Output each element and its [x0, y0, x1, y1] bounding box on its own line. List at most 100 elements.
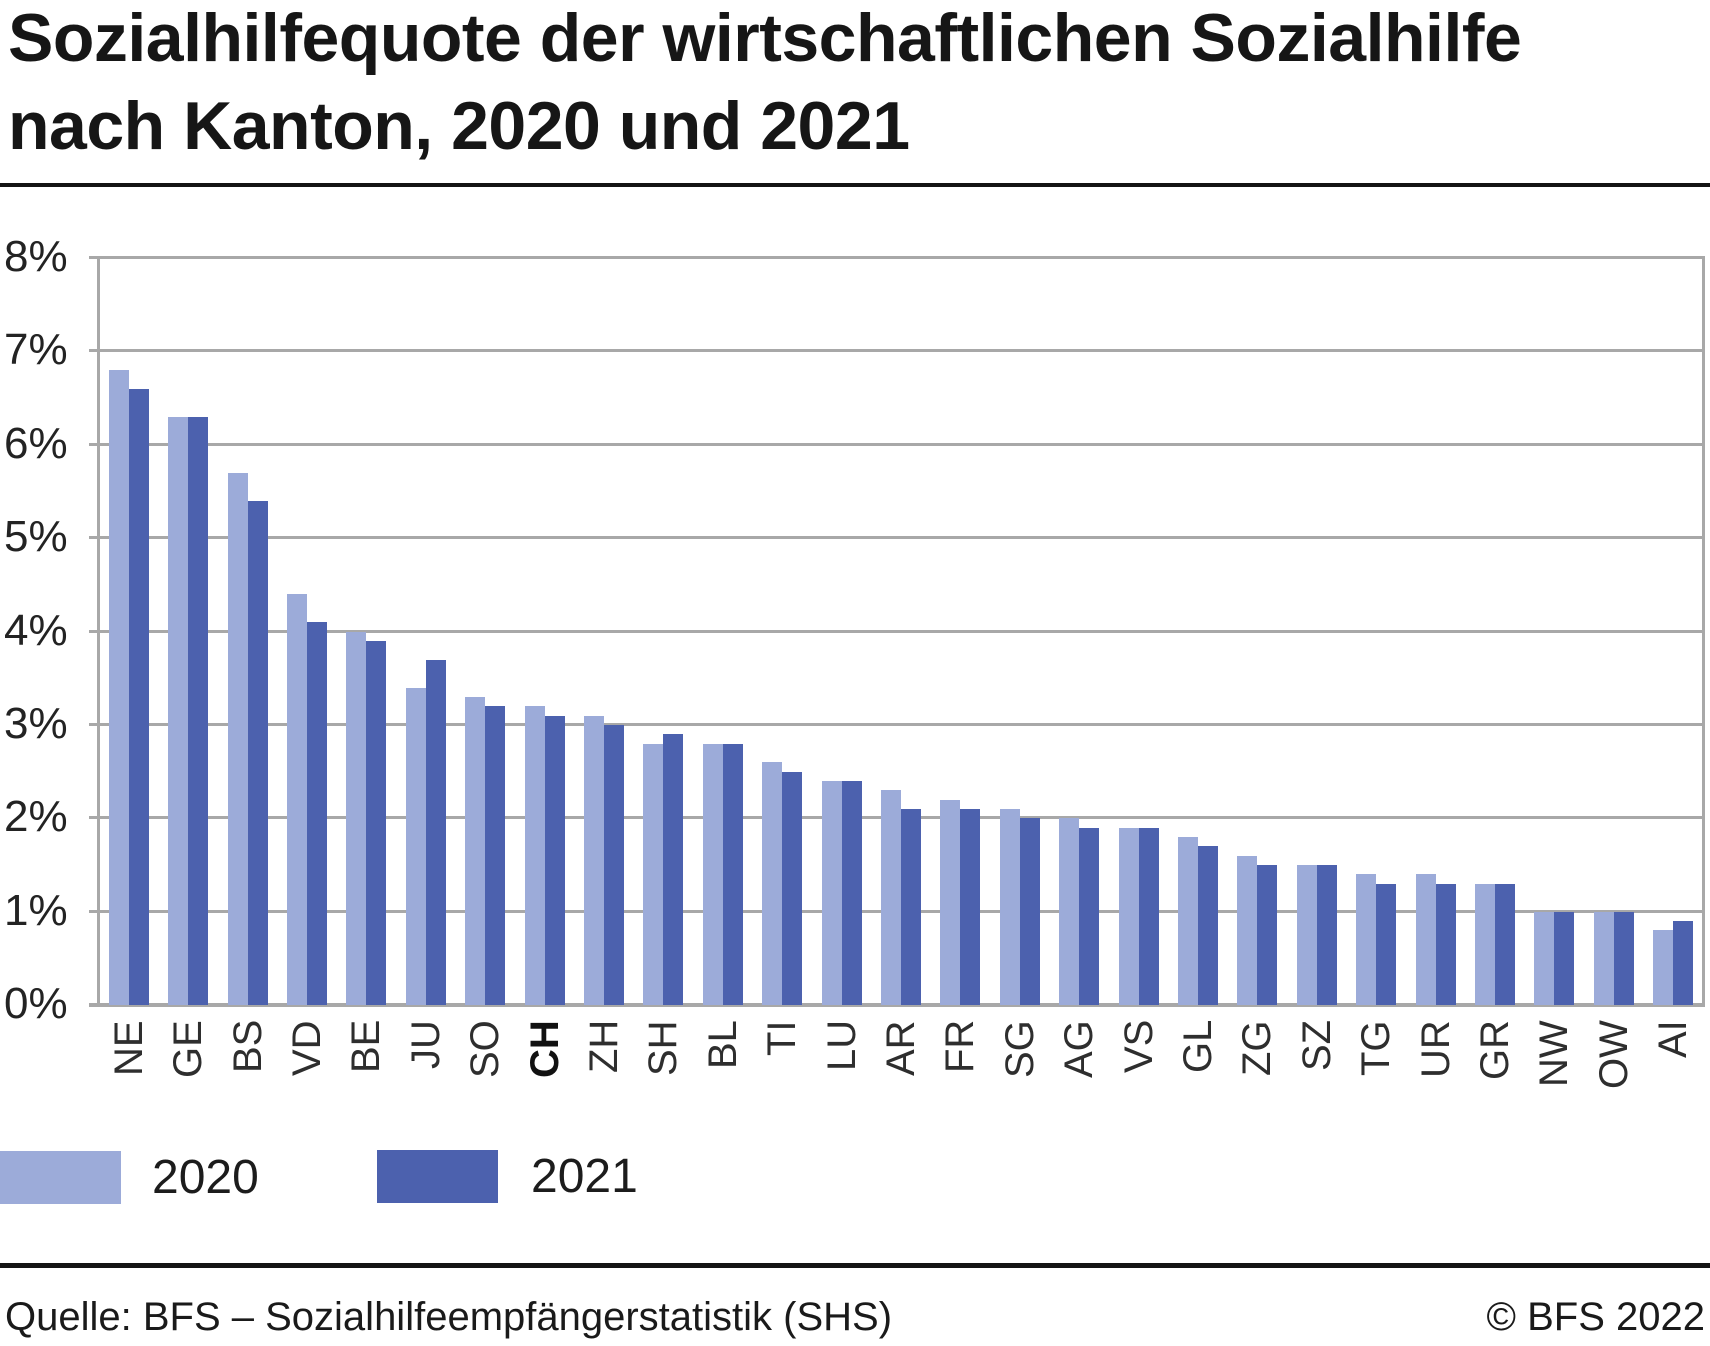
bar-2021-NW — [1554, 911, 1575, 1005]
bar-2020-NW — [1534, 911, 1555, 1005]
bar-2020-UR — [1415, 874, 1436, 1005]
x-axis-label-ZG: ZG — [1235, 1020, 1280, 1076]
legend-swatch-2020 — [0, 1151, 121, 1204]
x-axis-label-FR: FR — [938, 1019, 983, 1073]
chart-title-line2: nach Kanton, 2020 und 2021 — [8, 88, 910, 164]
bar-2020-OW — [1593, 911, 1614, 1005]
y-axis-tick-1%: 1% — [4, 885, 68, 935]
bar-2020-GE — [168, 416, 189, 1005]
bar-2020-ZH — [583, 715, 604, 1005]
gridline-3% — [89, 722, 1705, 726]
y-axis-tick-0%: 0% — [4, 979, 68, 1028]
x-axis-label-JU: JU — [403, 1020, 448, 1069]
x-axis-label-VS: VS — [1116, 1019, 1161, 1073]
bar-2020-ZG — [1237, 855, 1258, 1005]
bar-2020-SZ — [1296, 864, 1317, 1005]
chart-title-line1: Sozialhilfequote der wirtschaftlichen So… — [8, 0, 1522, 76]
bar-2020-SH — [643, 743, 664, 1005]
bar-2020-JU — [405, 687, 426, 1005]
bar-2021-NE — [128, 388, 149, 1005]
bar-2020-AG — [1059, 818, 1080, 1005]
x-axis-label-BS: BS — [225, 1019, 270, 1073]
legend-label-2021: 2021 — [531, 1150, 638, 1203]
bar-2021-JU — [425, 659, 446, 1005]
bar-2021-OW — [1613, 911, 1634, 1005]
chart-title: Sozialhilfequote der wirtschaftlichen So… — [8, 0, 1522, 170]
x-axis-label-AR: AR — [879, 1020, 923, 1076]
y-axis-tick-2%: 2% — [4, 792, 68, 842]
bar-2021-SG — [1019, 818, 1040, 1005]
bar-2021-AI — [1673, 920, 1694, 1005]
gridline-6% — [89, 442, 1705, 446]
bar-2020-TG — [1356, 874, 1377, 1005]
bar-2021-TI — [782, 771, 803, 1005]
bar-2020-SG — [999, 808, 1020, 1005]
bar-2020-GR — [1475, 883, 1496, 1005]
bar-2020-BE — [346, 631, 367, 1005]
footer-copyright-text: © BFS 2022 — [1486, 1295, 1705, 1339]
bar-2021-ZH — [603, 724, 624, 1005]
x-axis-label-TI: TI — [760, 1020, 805, 1056]
bar-2021-SZ — [1316, 864, 1337, 1005]
footer-divider-rule — [0, 1263, 1710, 1268]
x-axis-label-SG: SG — [997, 1020, 1042, 1078]
bar-2021-AG — [1079, 827, 1100, 1005]
bar-2021-GL — [1198, 846, 1219, 1005]
bar-2021-FR — [960, 808, 981, 1005]
y-axis-tick-8%: 8% — [4, 232, 68, 281]
x-axis-label-AG: AG — [1057, 1020, 1102, 1078]
bar-2020-CH — [524, 706, 545, 1005]
bar-2021-TG — [1376, 883, 1397, 1005]
bar-2021-ZG — [1257, 864, 1278, 1005]
bar-2021-BL — [722, 743, 743, 1005]
bar-2021-GR — [1495, 883, 1516, 1005]
title-divider-rule — [0, 183, 1710, 187]
x-axis-label-GR: GR — [1473, 1020, 1518, 1080]
bar-2021-SO — [485, 706, 506, 1005]
y-axis-tick-6%: 6% — [4, 418, 68, 468]
bar-2020-BS — [227, 472, 248, 1005]
bar-2020-BL — [702, 743, 723, 1005]
bar-2020-AI — [1653, 930, 1674, 1005]
x-axis-label-OW: OW — [1591, 1020, 1636, 1089]
bar-2020-AR — [881, 790, 901, 1005]
bar-2020-SO — [465, 696, 486, 1005]
bar-2020-LU — [821, 780, 842, 1005]
x-axis-label-GE: GE — [166, 1020, 211, 1078]
legend-label-2020: 2020 — [152, 1151, 259, 1204]
x-axis-label-SH: SH — [641, 1020, 686, 1076]
gridline-7% — [89, 349, 1705, 353]
bar-2021-VS — [1138, 827, 1159, 1005]
bar-2021-BS — [247, 500, 268, 1005]
x-axis-label-CH: CH — [522, 1020, 567, 1078]
bar-2021-AR — [901, 808, 921, 1005]
gridline-8% — [89, 256, 1705, 259]
x-axis-label-GL: GL — [1176, 1019, 1221, 1073]
bar-2020-TI — [762, 762, 783, 1005]
footer-source-text: Quelle: BFS – Sozialhilfeempfängerstatis… — [5, 1295, 893, 1339]
x-axis-label-ZH: ZH — [581, 1019, 626, 1073]
gridline-0% — [89, 1003, 1705, 1007]
bar-2021-GE — [188, 416, 209, 1005]
bar-2020-VD — [286, 594, 307, 1005]
bar-2021-SH — [663, 734, 684, 1005]
bar-2020-FR — [940, 799, 961, 1005]
x-axis-label-UR: UR — [1413, 1020, 1458, 1078]
bar-2021-VD — [306, 622, 327, 1005]
y-axis-tick-5%: 5% — [4, 512, 68, 562]
bar-2021-UR — [1435, 883, 1456, 1005]
x-axis-label-LU: LU — [819, 1019, 864, 1071]
bar-2021-LU — [841, 780, 862, 1005]
x-axis-label-AI: AI — [1651, 1020, 1696, 1058]
x-axis-label-BE: BE — [344, 1019, 389, 1073]
bar-2021-BE — [366, 640, 387, 1005]
bar-2020-NE — [108, 370, 129, 1005]
bar-2020-GL — [1178, 836, 1199, 1005]
gridline-5% — [89, 536, 1705, 540]
x-axis-label-VD: VD — [284, 1020, 329, 1076]
x-axis-label-SZ: SZ — [1294, 1019, 1339, 1071]
x-axis-label-NE: NE — [106, 1020, 151, 1076]
y-axis-tick-7%: 7% — [4, 325, 68, 375]
x-axis-label-TG: TG — [1354, 1020, 1399, 1076]
